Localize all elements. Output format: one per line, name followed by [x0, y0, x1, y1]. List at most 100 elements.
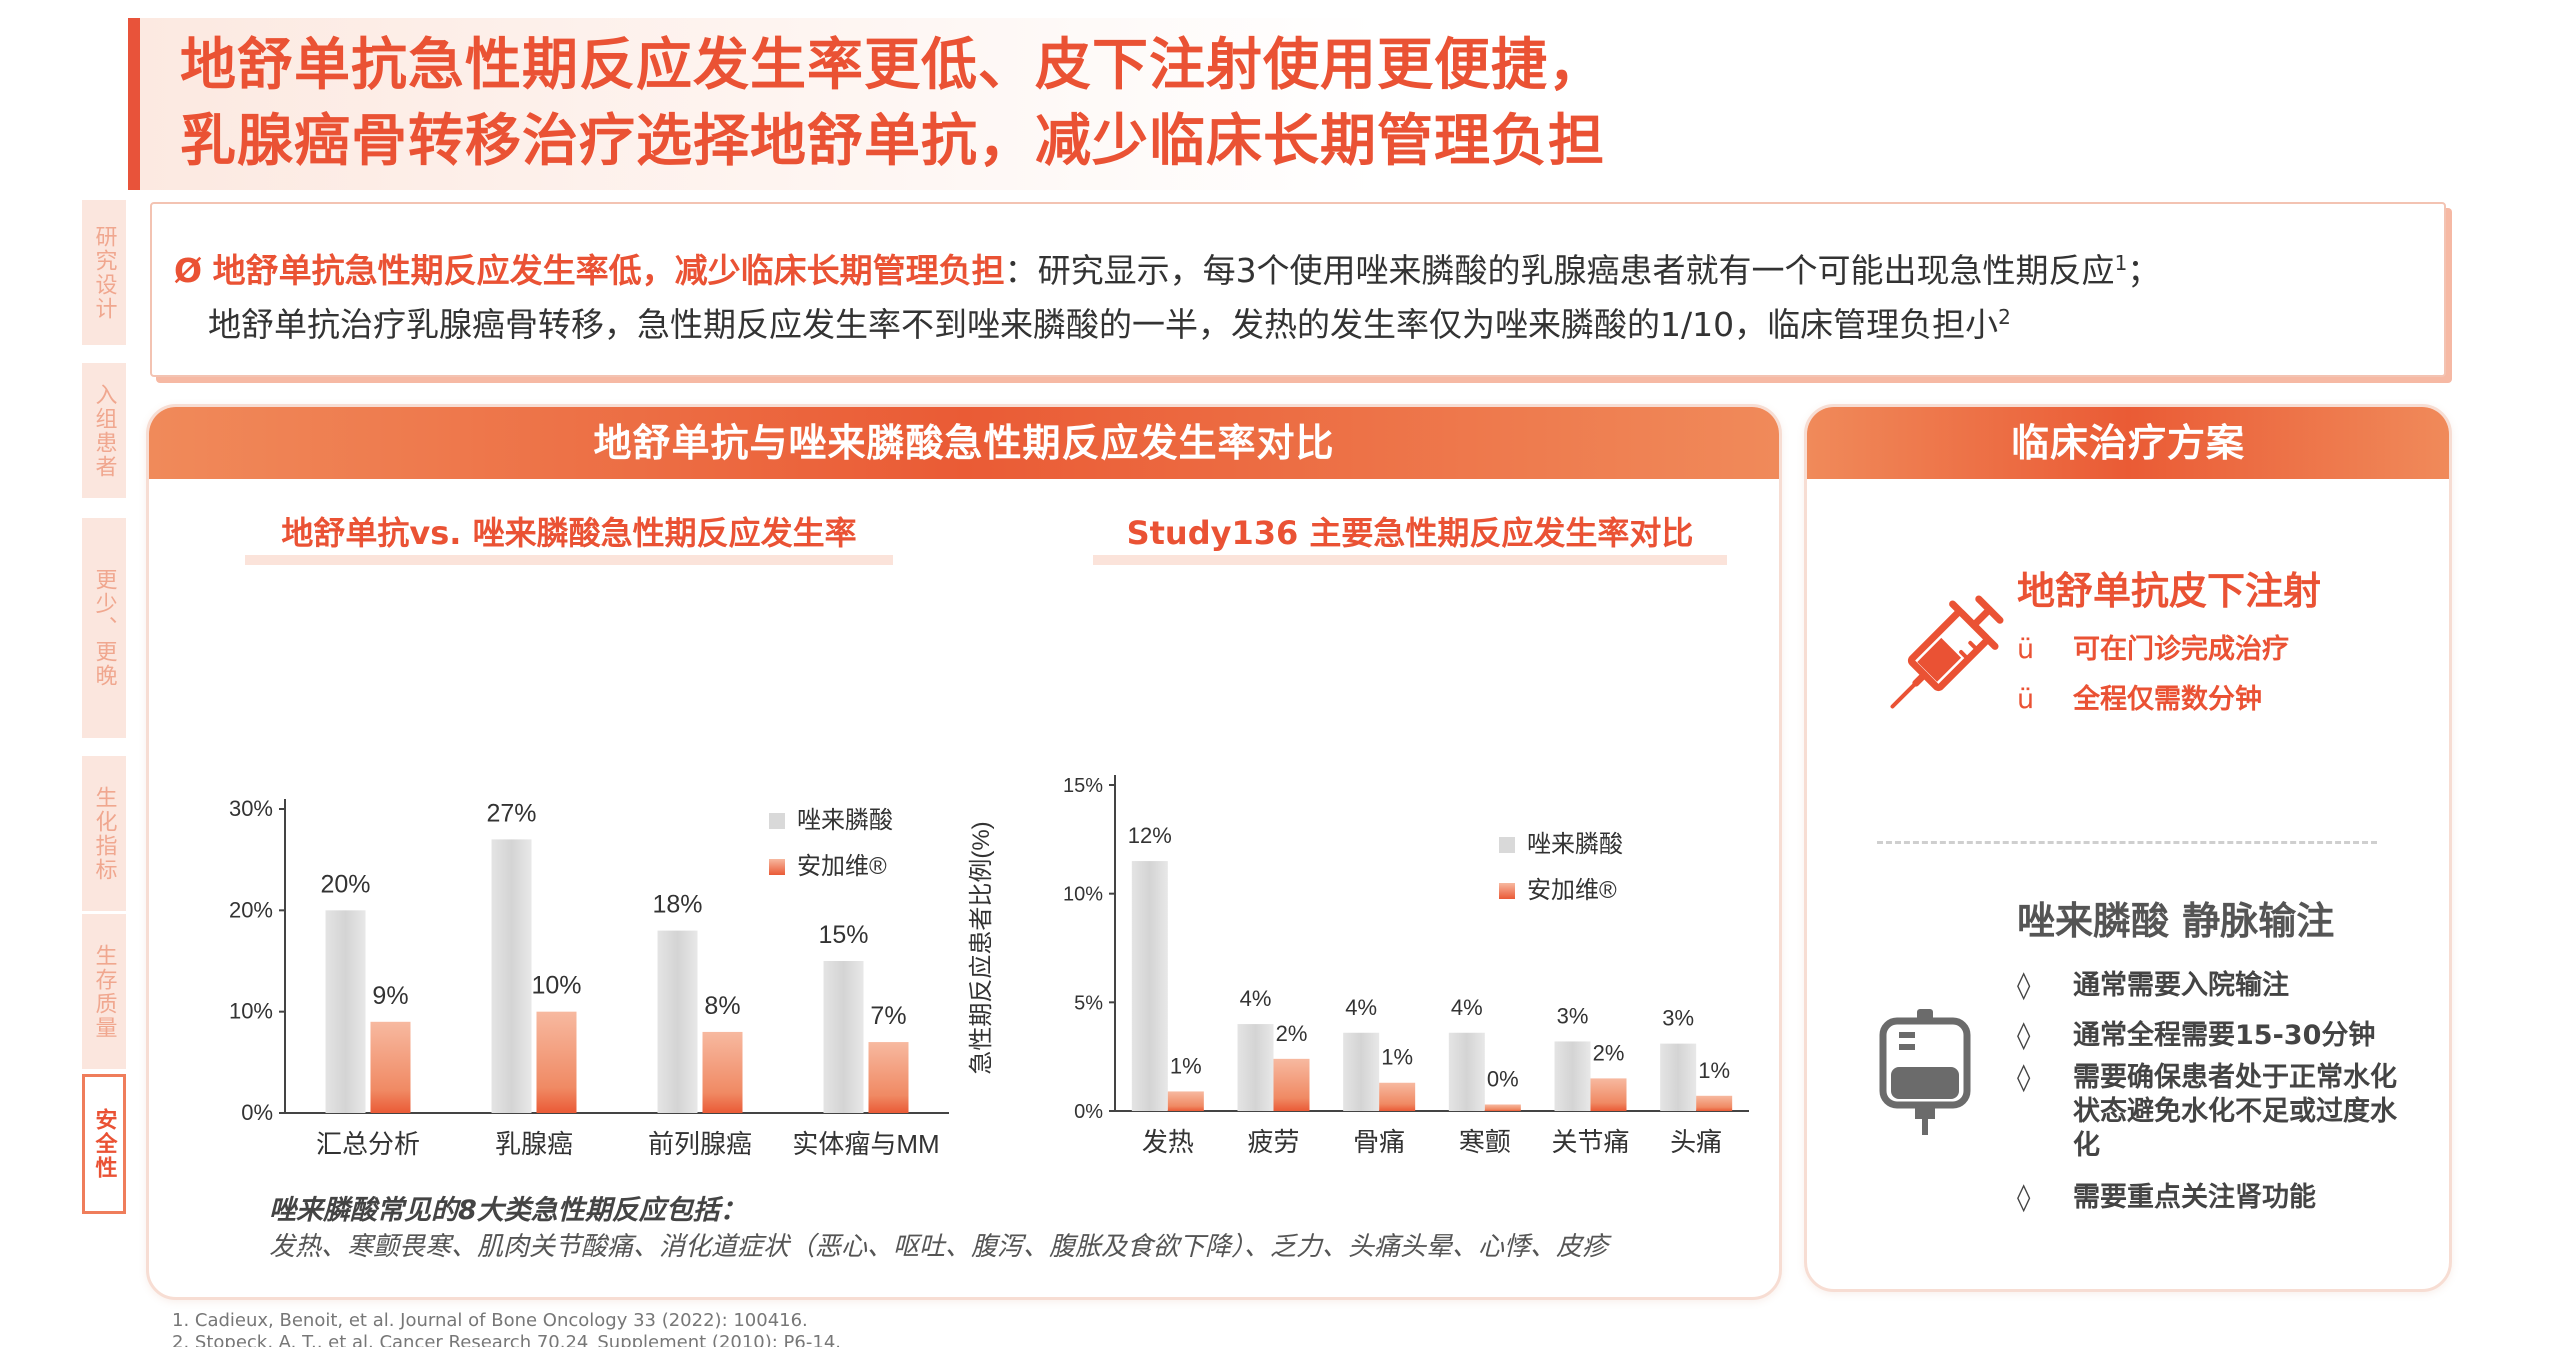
legend-swatch-zoledronic — [1499, 837, 1515, 853]
reference-1: 1. Cadieux, Benoit, et al. Journal of Bo… — [172, 1310, 808, 1331]
category-label: 关节痛 — [1551, 1127, 1629, 1157]
nav-item-quality-of-life[interactable]: 生存质量 — [82, 914, 126, 1069]
bar-zoledronic — [1554, 1041, 1591, 1111]
data-label-zoledronic: 12% — [1128, 823, 1172, 848]
category-label: 骨痛 — [1353, 1127, 1405, 1157]
legend-label-denosumab: 安加维® — [797, 853, 887, 880]
bar-denosumab — [370, 1021, 411, 1113]
chart2-title: Study136 主要急性期反应发生率对比 — [1093, 513, 1727, 565]
legend-swatch-denosumab — [769, 859, 785, 875]
bar-denosumab — [1696, 1095, 1733, 1111]
data-label-denosumab: 9% — [372, 982, 408, 1010]
summary-text1: ：研究显示，每3个使用唑来膦酸的乳腺癌患者就有一个可能出现急性期反应 — [1004, 251, 2115, 290]
category-label: 疲劳 — [1247, 1127, 1299, 1157]
data-label-zoledronic: 4% — [1451, 995, 1483, 1020]
summary-box: Ø 地舒单抗急性期反应发生率低，减少临床长期管理负担：研究显示，每3个使用唑来膦… — [150, 202, 2446, 377]
nav-item-safety[interactable]: 安全性 — [82, 1074, 126, 1214]
list-item: ◊ 通常需要入院输注 — [2017, 970, 2289, 1001]
bar-zoledronic — [491, 839, 532, 1113]
data-label-zoledronic: 20% — [320, 870, 370, 898]
data-label-denosumab: 1% — [1170, 1053, 1202, 1078]
category-label: 乳腺癌 — [495, 1129, 573, 1159]
bar-zoledronic — [657, 930, 698, 1113]
title-accent-bar — [128, 18, 140, 190]
data-label-zoledronic: 27% — [486, 799, 536, 827]
bar-denosumab — [1484, 1104, 1521, 1111]
summary-text1-tail: ； — [2127, 251, 2161, 290]
check-bullet-icon: ü — [2017, 634, 2035, 665]
data-label-denosumab: 1% — [1381, 1045, 1413, 1070]
y-axis-label: 急性期反应患者比例(%) — [968, 821, 995, 1074]
bar-zoledronic — [325, 910, 366, 1113]
y-tick-label: 15% — [1063, 775, 1103, 797]
page-title: 地舒单抗急性期反应发生率更低、皮下注射使用更便捷， 乳腺癌骨转移治疗选择地舒单抗… — [180, 28, 1605, 180]
diamond-bullet-icon: ◊ — [2017, 1062, 2031, 1093]
nav-item-enrolled-patients[interactable]: 入组患者 — [82, 363, 126, 498]
option-denosumab-list: ü 可在门诊完成治疗 ü 全程仅需数分钟 — [2017, 633, 2289, 717]
legend-label-zoledronic: 唑来膦酸 — [1527, 831, 1623, 858]
diamond-bullet-icon: ◊ — [2017, 970, 2031, 1001]
option-denosumab-title: 地舒单抗皮下注射 — [2017, 569, 2322, 613]
data-label-zoledronic: 4% — [1240, 986, 1272, 1011]
data-label-denosumab: 8% — [704, 992, 740, 1020]
title-background — [140, 18, 1380, 190]
chart1-title: 地舒单抗vs. 唑来膦酸急性期反应发生率 — [245, 513, 893, 565]
nav-item-study-design[interactable]: 研究设计 — [82, 200, 126, 345]
bar-zoledronic — [1660, 1043, 1697, 1111]
data-label-denosumab: 7% — [870, 1002, 906, 1030]
list-item: ü 全程仅需数分钟 — [2017, 684, 2262, 715]
reaction-note-body: 发热、寒颤畏寒、肌肉关节酸痛、消化道症状（恶心、呕吐、腹泻、腹胀及食欲下降）、乏… — [269, 1232, 1609, 1262]
chart1-svg: 0% 10% 20% 30% 20% 9% 汇总分析 27% 10% 乳腺癌 18% 8% 前列腺癌 15… — [229, 796, 949, 1159]
nav-item-fewer-later[interactable]: 更少、更晚 — [82, 518, 126, 738]
data-label-denosumab: 2% — [1593, 1040, 1625, 1065]
comparison-panel-heading: 地舒单抗与唑来膦酸急性期反应发生率对比 — [149, 407, 1779, 479]
category-label: 寒颤 — [1459, 1127, 1511, 1157]
legend-label-denosumab: 安加维® — [1527, 877, 1617, 904]
list-item: ◊ 需要确保患者处于正常水化状态避免水化不足或过度水化 — [2017, 1062, 2397, 1161]
data-label-denosumab: 10% — [531, 972, 581, 1000]
legend-swatch-zoledronic — [769, 813, 785, 829]
summary-highlight: 地舒单抗急性期反应发生率低，减少临床长期管理负担 — [212, 251, 1005, 290]
iv-bag-icon — [1879, 1009, 1971, 1135]
bar-denosumab — [702, 1031, 743, 1113]
nav-item-biochemical[interactable]: 生化指标 — [82, 756, 126, 911]
data-label-zoledronic: 18% — [652, 891, 702, 919]
reference-2: 2. Stopeck, A. T., et al. Cancer Researc… — [172, 1332, 841, 1347]
category-label: 前列腺癌 — [648, 1129, 752, 1159]
summary-text2: 地舒单抗治疗乳腺癌骨转移，急性期反应发生率不到唑来膦酸的一半，发热的发生率仅为唑… — [208, 305, 1999, 344]
category-label: 发热 — [1142, 1127, 1194, 1157]
option-zoledronic-list: ◊ 通常需要入院输注 ◊ 通常全程需要15-30分钟 ◊ 需要确保患者处于正常水化状态… — [2017, 969, 2417, 1215]
category-label: 实体瘤与MM — [792, 1129, 939, 1159]
y-tick-label: 30% — [229, 796, 273, 821]
category-label: 头痛 — [1670, 1127, 1722, 1157]
data-label-denosumab: 2% — [1276, 1021, 1308, 1046]
legend-label-zoledronic: 唑来膦酸 — [797, 807, 893, 834]
list-item: ü 可在门诊完成治疗 — [2017, 634, 2289, 665]
bar-zoledronic — [1448, 1032, 1485, 1111]
references: 1. Cadieux, Benoit, et al. Journal of Bo… — [172, 1310, 841, 1347]
data-label-zoledronic: 4% — [1345, 995, 1377, 1020]
list-item: ◊ 通常全程需要15-30分钟 — [2017, 1020, 2376, 1051]
data-label-zoledronic: 15% — [818, 921, 868, 949]
y-tick-label: 5% — [1074, 992, 1103, 1014]
bar-denosumab — [1167, 1091, 1204, 1111]
summary-ref2: 2 — [1998, 305, 2011, 329]
y-tick-label: 10% — [1063, 884, 1103, 906]
bar-zoledronic — [823, 961, 864, 1113]
diamond-bullet-icon: ◊ — [2017, 1020, 2031, 1051]
reaction-note: 唑来膦酸常见的8大类急性期反应包括： 发热、寒颤畏寒、肌肉关节酸痛、消化道症状（… — [269, 1193, 1669, 1265]
comparison-panel: 地舒单抗与唑来膦酸急性期反应发生率对比 地舒单抗vs. 唑来膦酸急性期反应发生率… — [146, 404, 1782, 1300]
section-divider — [1877, 841, 2377, 844]
bar-denosumab — [1379, 1082, 1416, 1111]
syringe-icon — [1890, 595, 2004, 709]
bar-zoledronic — [1237, 1024, 1274, 1111]
bar-denosumab — [1273, 1058, 1310, 1111]
y-tick-label: 20% — [229, 897, 273, 922]
data-label-zoledronic: 3% — [1557, 1003, 1589, 1028]
bar-denosumab — [1590, 1078, 1627, 1111]
data-label-denosumab: 0% — [1487, 1066, 1519, 1091]
bar-denosumab — [536, 1011, 577, 1113]
page-title-line2: 乳腺癌骨转移治疗选择地舒单抗，减少临床长期管理负担 — [180, 109, 1605, 174]
page-title-line1: 地舒单抗急性期反应发生率更低、皮下注射使用更便捷， — [180, 33, 1605, 98]
y-tick-label: 0% — [241, 1100, 273, 1125]
